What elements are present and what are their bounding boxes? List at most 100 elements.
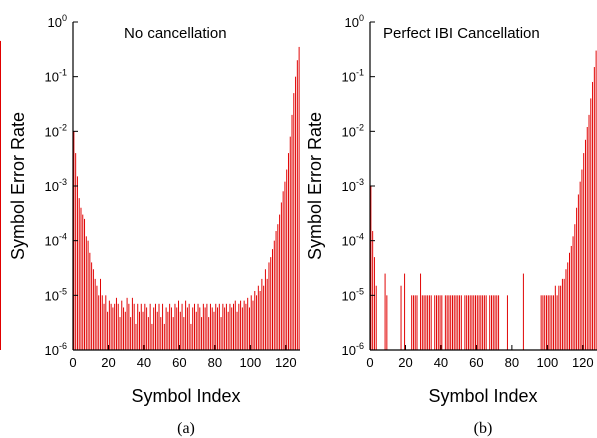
bar bbox=[547, 295, 549, 350]
bar bbox=[261, 278, 263, 350]
bar bbox=[126, 297, 128, 350]
bar bbox=[506, 295, 508, 350]
bar bbox=[151, 323, 153, 350]
bar bbox=[114, 303, 116, 350]
y-tick-label: 10-1 bbox=[342, 68, 364, 85]
bar bbox=[498, 295, 500, 350]
bar bbox=[84, 218, 86, 350]
bar bbox=[229, 303, 231, 350]
bar bbox=[293, 93, 295, 351]
bar bbox=[287, 153, 289, 350]
bar bbox=[572, 236, 574, 350]
y-tick-label: 10-4 bbox=[45, 232, 67, 249]
bar bbox=[222, 303, 224, 350]
bar bbox=[170, 307, 172, 350]
bar bbox=[257, 285, 259, 350]
x-tick-label: 100 bbox=[536, 355, 558, 370]
bar bbox=[560, 285, 562, 350]
panel-a-xlabel: Symbol Index bbox=[131, 386, 240, 406]
bar bbox=[421, 295, 423, 350]
bar bbox=[273, 240, 275, 350]
bar bbox=[268, 262, 270, 350]
bar bbox=[569, 252, 570, 350]
bar bbox=[160, 317, 162, 350]
bar bbox=[375, 285, 377, 350]
bar bbox=[218, 303, 220, 350]
bar bbox=[117, 303, 119, 350]
bar bbox=[450, 295, 452, 350]
bar bbox=[471, 295, 473, 350]
bar bbox=[163, 323, 165, 350]
bar bbox=[199, 307, 201, 350]
bar bbox=[208, 317, 210, 350]
bar bbox=[296, 60, 298, 351]
bar bbox=[263, 285, 265, 350]
bar bbox=[480, 295, 482, 350]
bar bbox=[558, 285, 560, 350]
bar bbox=[0, 40, 1, 351]
bar bbox=[227, 311, 229, 350]
bar bbox=[156, 311, 158, 350]
bar bbox=[76, 176, 78, 350]
bar bbox=[420, 273, 422, 350]
bar bbox=[190, 323, 192, 350]
bar bbox=[142, 311, 144, 350]
bar bbox=[282, 191, 284, 350]
bar bbox=[489, 295, 491, 350]
bar bbox=[247, 297, 249, 350]
bar bbox=[590, 98, 592, 350]
bar bbox=[579, 181, 581, 350]
bar bbox=[545, 295, 547, 350]
bar bbox=[135, 323, 137, 350]
bar bbox=[457, 295, 459, 350]
bar bbox=[444, 295, 446, 350]
bar bbox=[567, 262, 569, 350]
bar bbox=[490, 295, 492, 350]
panel-b-xlabel: Symbol Index bbox=[428, 386, 537, 406]
bar bbox=[225, 303, 227, 350]
bar bbox=[427, 295, 429, 350]
bar bbox=[241, 307, 243, 350]
bar bbox=[423, 295, 425, 350]
bar bbox=[412, 295, 414, 350]
bar bbox=[186, 307, 188, 350]
x-tick-label: 60 bbox=[172, 355, 186, 370]
bar bbox=[298, 46, 300, 351]
bar bbox=[266, 278, 268, 350]
bar bbox=[469, 295, 471, 350]
bar bbox=[384, 273, 386, 350]
bar bbox=[224, 307, 226, 350]
bar bbox=[107, 311, 109, 350]
bar bbox=[236, 311, 238, 350]
y-tick-label: 10-2 bbox=[45, 122, 67, 139]
bar bbox=[165, 307, 167, 350]
bar bbox=[96, 285, 98, 350]
bar bbox=[233, 303, 234, 350]
bar bbox=[448, 295, 450, 350]
bar bbox=[211, 307, 213, 350]
bar bbox=[240, 300, 242, 350]
bar bbox=[213, 311, 215, 350]
bar bbox=[289, 136, 291, 350]
y-tick-label: 10-4 bbox=[342, 232, 364, 249]
bar bbox=[245, 303, 247, 350]
bar bbox=[217, 307, 219, 350]
bar bbox=[178, 300, 180, 350]
bar bbox=[144, 303, 146, 350]
bar bbox=[169, 303, 171, 350]
bar bbox=[98, 295, 100, 350]
panel-b-title: Perfect IBI Cancellation bbox=[383, 25, 540, 42]
bar bbox=[373, 257, 375, 350]
bar bbox=[574, 224, 576, 350]
bar bbox=[82, 214, 84, 350]
bar bbox=[149, 303, 151, 350]
bar bbox=[549, 295, 551, 350]
bar bbox=[181, 303, 183, 350]
bar bbox=[80, 207, 82, 350]
bar bbox=[121, 300, 123, 350]
bar bbox=[437, 295, 439, 350]
bar bbox=[124, 311, 126, 350]
x-tick-label: 0 bbox=[366, 355, 373, 370]
bar bbox=[553, 295, 555, 350]
x-tick-label: 100 bbox=[239, 355, 261, 370]
